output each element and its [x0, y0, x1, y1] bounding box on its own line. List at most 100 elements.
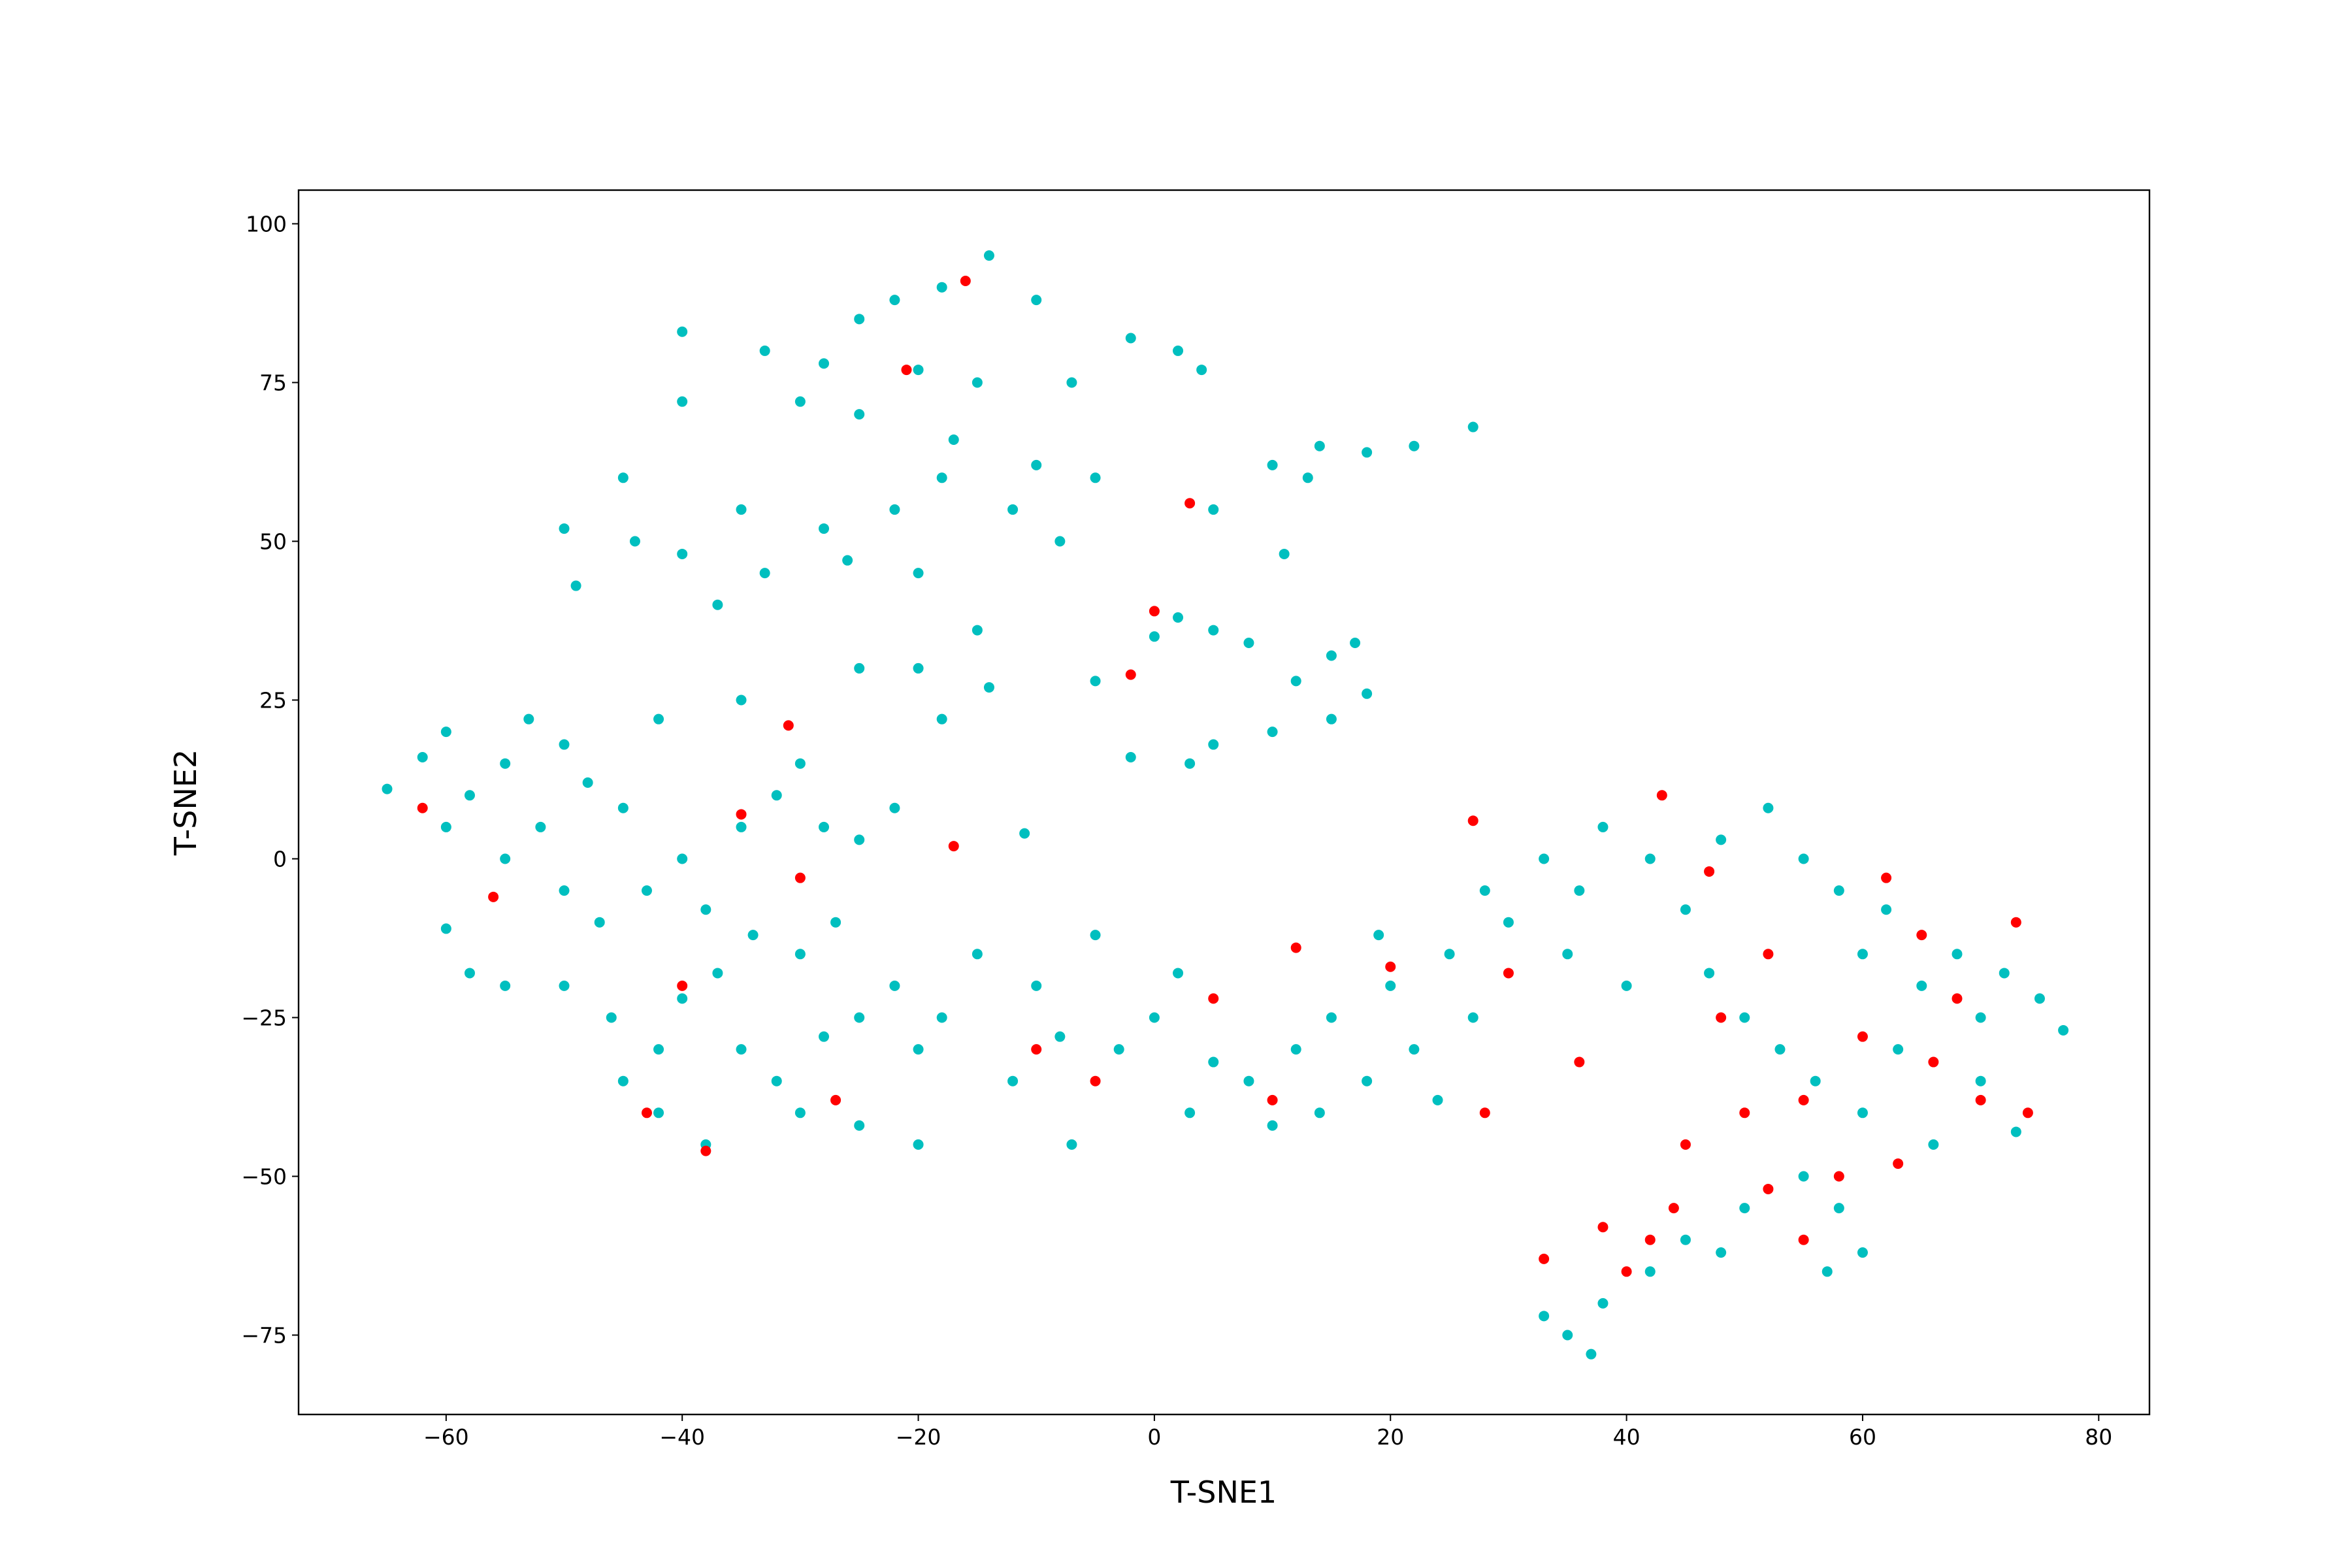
scatter-point — [559, 523, 570, 534]
scatter-point — [1857, 1247, 1868, 1258]
scatter-point — [1798, 1234, 1809, 1245]
scatter-point — [500, 980, 511, 991]
scatter-point — [1833, 1171, 1844, 1182]
scatter-point — [677, 993, 688, 1004]
scatter-point — [1007, 504, 1019, 515]
x-tick-label: −60 — [423, 1424, 469, 1450]
scatter-point — [736, 504, 747, 515]
scatter-point — [1621, 980, 1632, 991]
scatter-point — [653, 713, 664, 725]
scatter-point — [948, 841, 959, 852]
x-tick-label: 80 — [2085, 1424, 2112, 1450]
scatter-point — [1716, 1012, 1727, 1023]
scatter-point — [677, 326, 688, 337]
scatter-point — [1928, 1056, 1939, 1068]
scatter-point — [736, 821, 747, 832]
scatter-point — [1149, 606, 1160, 617]
scatter-point — [1680, 1139, 1691, 1150]
scatter-point — [1774, 1044, 1786, 1055]
scatter-point — [1007, 1075, 1019, 1086]
scatter-point — [417, 802, 428, 813]
scatter-point — [1031, 295, 1042, 306]
scatter-point — [382, 783, 393, 794]
scatter-point — [535, 821, 546, 832]
scatter-point — [1362, 447, 1373, 458]
scatter-point — [889, 504, 900, 515]
scatter-point — [1975, 1094, 1986, 1105]
scatter-point — [700, 1145, 711, 1156]
scatter-point — [1208, 1056, 1219, 1068]
scatter-point — [1574, 885, 1585, 896]
scatter-point — [1409, 1044, 1420, 1055]
scatter-point — [1668, 1203, 1679, 1214]
scatter-point — [936, 713, 947, 725]
scatter-point — [1928, 1139, 1939, 1150]
scatter-point — [1716, 1247, 1727, 1258]
scatter-point — [972, 377, 983, 388]
scatter-point — [854, 834, 865, 845]
scatter-point — [1149, 631, 1160, 642]
scatter-point — [1054, 536, 1066, 547]
scatter-point — [1539, 1311, 1550, 1322]
scatter-point — [1267, 727, 1278, 738]
scatter-point — [1763, 949, 1774, 960]
y-tick-label: 50 — [259, 529, 287, 555]
scatter-point — [1385, 961, 1396, 972]
scatter-point — [936, 472, 947, 483]
scatter-point — [1857, 1031, 1868, 1042]
scatter-point — [1208, 993, 1219, 1004]
scatter-point — [983, 250, 994, 261]
scatter-point — [2010, 1126, 2021, 1137]
scatter-point — [1432, 1094, 1443, 1105]
y-tick-label: 100 — [246, 212, 287, 237]
scatter-point — [1208, 625, 1219, 636]
scatter-point — [1467, 815, 1478, 826]
scatter-point — [1574, 1056, 1585, 1068]
y-tick-label: 25 — [259, 688, 287, 713]
scatter-point — [677, 548, 688, 559]
scatter-point — [1644, 1234, 1656, 1245]
scatter-point — [1763, 1183, 1774, 1194]
scatter-point — [960, 275, 971, 286]
scatter-point — [771, 1075, 782, 1086]
scatter-point — [1090, 1075, 1101, 1086]
scatter-point — [2022, 1107, 2033, 1119]
scatter-point — [1054, 1031, 1066, 1042]
scatter-point — [819, 1031, 830, 1042]
scatter-point — [854, 1120, 865, 1131]
scatter-point — [1810, 1075, 1821, 1086]
x-axis-label: T-SNE1 — [1170, 1475, 1277, 1510]
scatter-point — [1362, 688, 1373, 699]
scatter-point — [936, 1012, 947, 1023]
scatter-point — [464, 968, 475, 979]
scatter-point — [948, 434, 959, 445]
scatter-point — [1562, 949, 1573, 960]
scatter-point — [559, 885, 570, 896]
scatter-point — [606, 1012, 617, 1023]
scatter-point — [1739, 1012, 1750, 1023]
scatter-point — [1031, 459, 1042, 470]
scatter-point — [1125, 669, 1136, 680]
y-axis-label: T-SNE2 — [168, 749, 203, 856]
scatter-point — [1066, 1139, 1077, 1150]
scatter-point — [417, 751, 428, 762]
scatter-point — [1881, 904, 1892, 915]
scatter-point — [1173, 345, 1184, 356]
scatter-point — [819, 358, 830, 369]
scatter-point — [794, 1107, 806, 1119]
scatter-point — [641, 885, 652, 896]
scatter-point — [2034, 993, 2045, 1004]
scatter-point — [1031, 980, 1042, 991]
scatter-point — [889, 295, 900, 306]
scatter-point — [617, 472, 629, 483]
scatter-point — [1798, 1094, 1809, 1105]
x-tick-label: 20 — [1377, 1424, 1404, 1450]
scatter-point — [842, 555, 853, 566]
scatter-point — [1680, 904, 1691, 915]
scatter-point — [1479, 885, 1490, 896]
scatter-point — [1290, 676, 1301, 687]
scatter-point — [1173, 612, 1184, 623]
scatter-point — [913, 662, 924, 674]
scatter-point — [677, 853, 688, 864]
